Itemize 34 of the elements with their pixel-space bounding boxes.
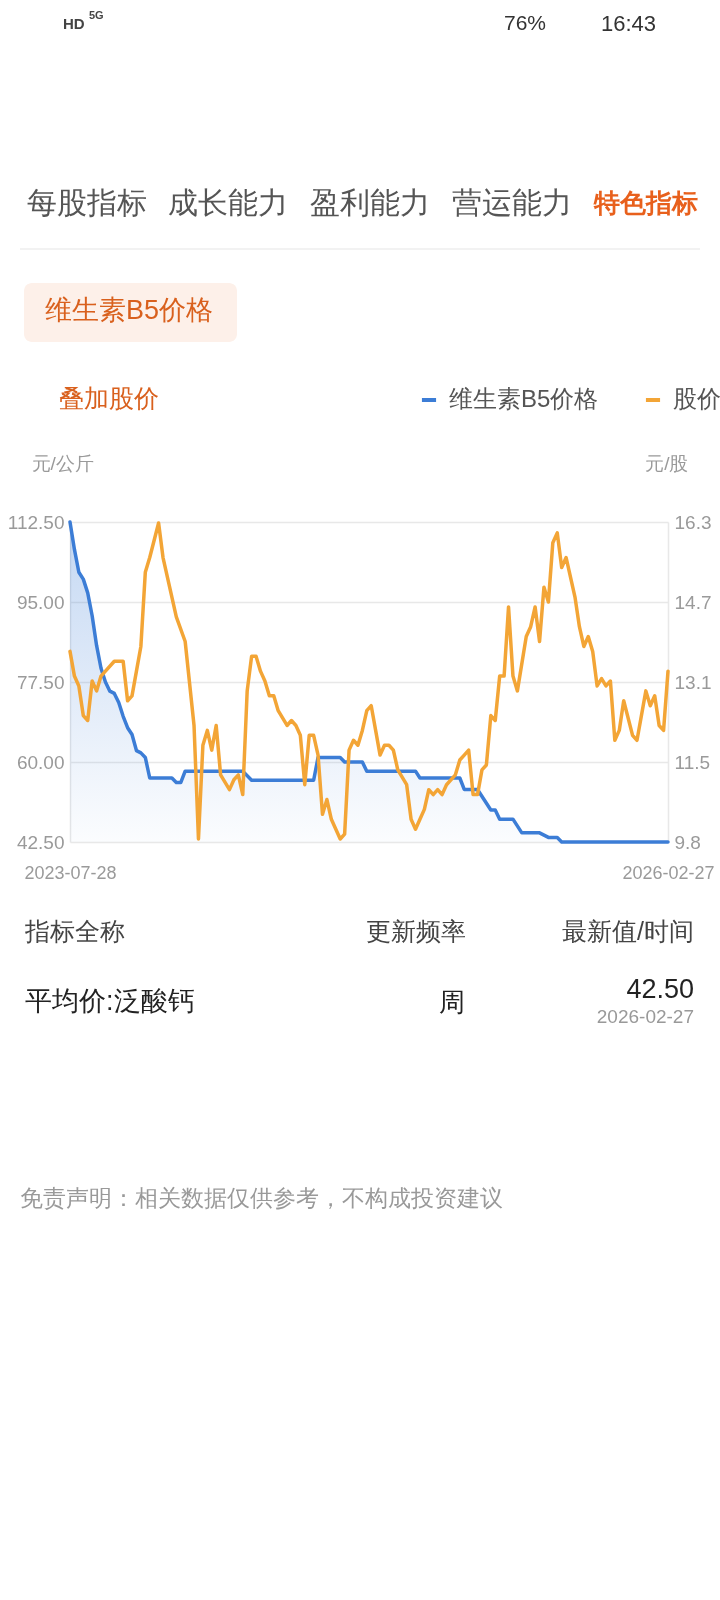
- chart-title: 维生素B5价格: [45, 295, 214, 325]
- text: 成长能力: [168, 186, 288, 219]
- text: 盈利能力: [310, 186, 430, 219]
- text: 42.50: [626, 974, 694, 1004]
- text: 指标全称: [24, 917, 125, 945]
- y2-tick-label: 13.1: [674, 671, 712, 693]
- legend-label: 股价: [673, 385, 720, 412]
- text: 5G: [89, 9, 104, 21]
- y-tick-label: 95.00: [16, 591, 65, 613]
- text: HD: [63, 15, 85, 32]
- text: 免责声明：相关数据仅供参考，不构成投资建议: [20, 1185, 503, 1211]
- y2-tick-label: 11.5: [674, 751, 711, 773]
- y2-tick-label: 9.8: [674, 831, 701, 853]
- y-tick-label: 112.50: [7, 511, 65, 533]
- y2-axis-title: 元/股: [645, 452, 689, 474]
- x-tick-label: 2023-07-28: [24, 862, 117, 883]
- y-tick-label: 60.00: [16, 751, 65, 773]
- text: 16:43: [600, 11, 656, 36]
- text: 每股指标: [27, 186, 147, 219]
- y2-tick-label: 16.3: [674, 511, 712, 533]
- text: 76%: [503, 11, 546, 34]
- y2-tick-label: 14.7: [674, 591, 712, 613]
- text: 叠加股价: [59, 384, 159, 412]
- legend-label: 维生素B5价格: [449, 385, 599, 412]
- text: 2026-02-27: [596, 1006, 694, 1027]
- y-axis-title: 元/公斤: [31, 452, 94, 474]
- text: 最新值/时间: [562, 917, 694, 945]
- text: 营运能力: [452, 186, 572, 219]
- text: 特色指标: [593, 188, 698, 218]
- text: 更新频率: [366, 917, 466, 945]
- text: 平均价:泛酸钙: [25, 986, 195, 1016]
- y-tick-label: 42.50: [16, 831, 65, 853]
- y-tick-label: 77.50: [16, 671, 65, 693]
- text: 周: [439, 987, 465, 1017]
